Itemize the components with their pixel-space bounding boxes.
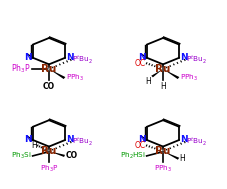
Text: OC: OC	[134, 59, 145, 68]
Text: P$^t$Bu$_2$: P$^t$Bu$_2$	[71, 136, 92, 148]
Text: CO: CO	[65, 151, 77, 160]
Text: H: H	[179, 154, 185, 163]
Text: N: N	[137, 135, 145, 144]
Text: N: N	[180, 135, 187, 144]
Text: PPh$_3$: PPh$_3$	[153, 164, 171, 174]
Polygon shape	[162, 151, 178, 160]
Text: Ru: Ru	[155, 146, 170, 156]
Text: N: N	[66, 53, 74, 62]
Text: Ru: Ru	[41, 64, 57, 74]
Polygon shape	[162, 69, 179, 79]
Text: N: N	[180, 53, 187, 62]
Text: CO: CO	[43, 82, 55, 91]
Polygon shape	[49, 151, 65, 157]
Text: PPh$_3$: PPh$_3$	[179, 73, 197, 83]
Text: P$^t$Bu$_2$: P$^t$Bu$_2$	[71, 54, 92, 66]
Polygon shape	[151, 69, 162, 77]
Text: N: N	[24, 135, 31, 144]
Text: PPh$_3$: PPh$_3$	[65, 73, 84, 83]
Text: H: H	[31, 141, 37, 150]
Text: N: N	[24, 53, 31, 62]
Text: P$^t$Bu$_2$: P$^t$Bu$_2$	[185, 54, 206, 66]
Text: P$^t$Bu$_2$: P$^t$Bu$_2$	[185, 136, 206, 148]
Text: Ph$_3$P: Ph$_3$P	[39, 164, 58, 174]
Text: Ru: Ru	[155, 64, 170, 74]
Text: Ph$_3$P: Ph$_3$P	[11, 63, 31, 75]
Text: H: H	[159, 82, 165, 91]
Text: Ph$_3$Si: Ph$_3$Si	[11, 151, 32, 161]
Text: Ph$_2$HSi: Ph$_2$HSi	[119, 151, 145, 161]
Text: OC: OC	[134, 141, 145, 150]
Text: Ru: Ru	[41, 146, 57, 156]
Text: N: N	[137, 53, 145, 62]
Polygon shape	[49, 69, 65, 79]
Text: N: N	[66, 135, 74, 144]
Text: H: H	[145, 77, 151, 86]
